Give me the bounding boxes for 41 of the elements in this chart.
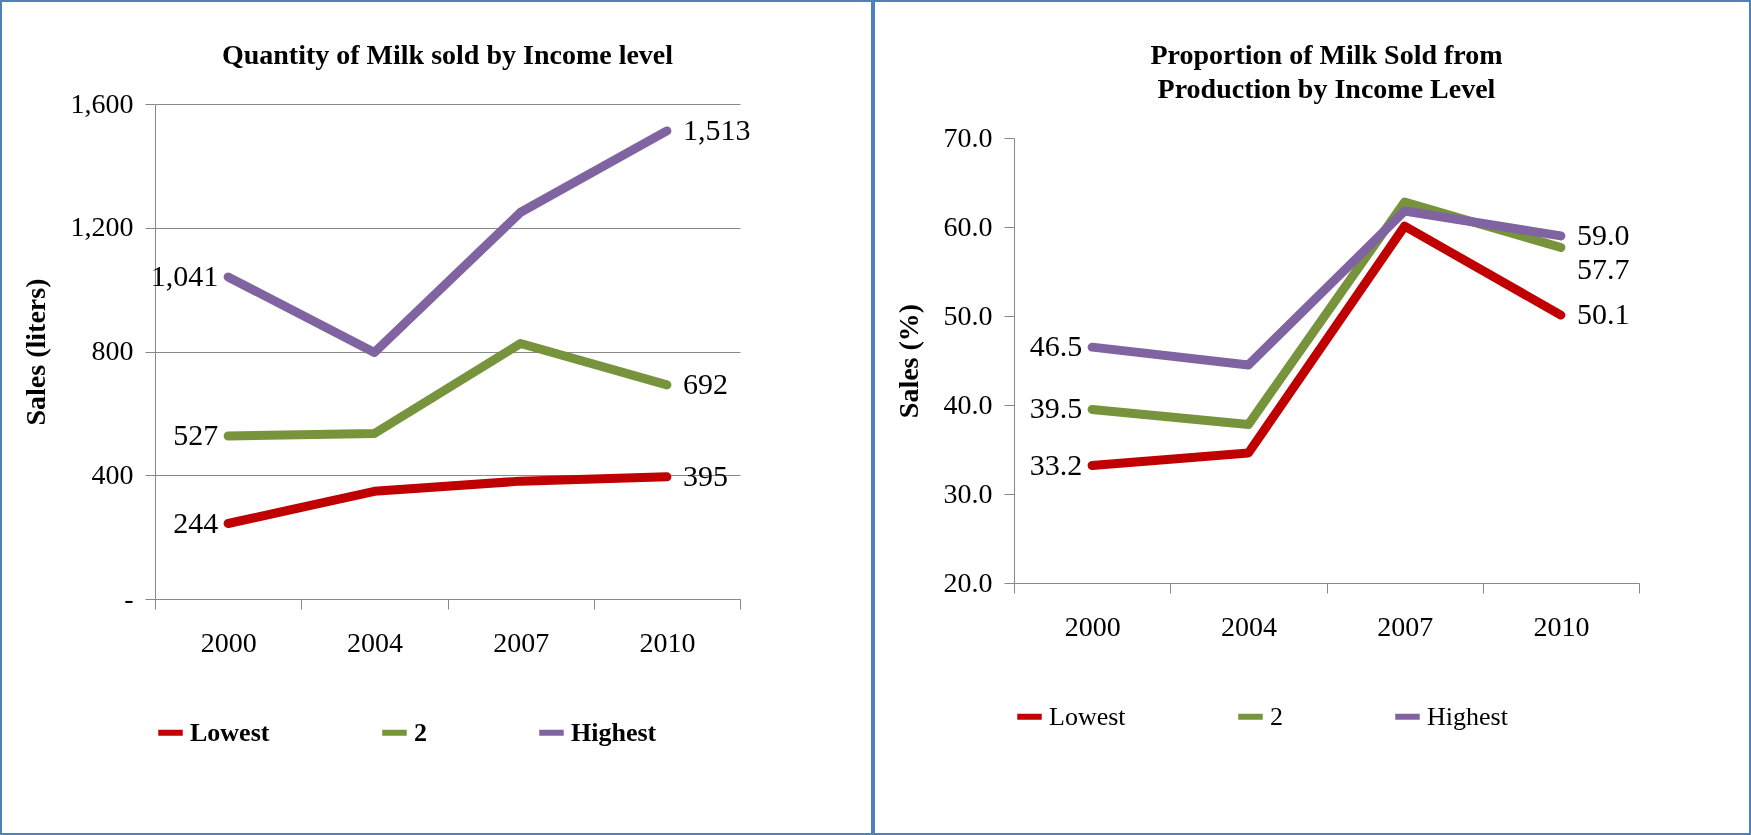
data-label: 39.5 (1029, 391, 1083, 425)
chart-title: Quantity of Milk sold by Income level (221, 39, 674, 70)
legend-label: Lowest (190, 717, 270, 747)
x-tick-label: 2000 (200, 626, 257, 658)
y-tick-label: 800 (91, 335, 134, 366)
y-tick-label: 60.0 (943, 210, 993, 242)
y-tick-label: 70.0 (943, 121, 993, 153)
x-tick-label: 2007 (1377, 610, 1434, 642)
x-tick-label: 2004 (1220, 610, 1277, 642)
legend-label: 2 (414, 717, 427, 747)
x-tick-label: 2010 (639, 626, 696, 658)
x-tick-label: 2004 (346, 626, 403, 658)
data-label: 46.5 (1029, 329, 1083, 363)
legend-label: Highest (1427, 701, 1509, 731)
y-tick-label: 50.0 (943, 299, 993, 331)
data-label: 527 (173, 417, 219, 451)
y-tick-label: 1,200 (70, 211, 134, 243)
y-tick-label: 20.0 (943, 566, 993, 598)
y-tick-label: 400 (91, 458, 134, 490)
data-label: 692 (682, 366, 728, 400)
y-tick-label: 1,600 (70, 87, 134, 119)
chart-title: Proportion of Milk Sold from Production by Income Level (1150, 39, 1503, 104)
y-tick-label: - (124, 582, 134, 614)
x-tick-label: 2000 (1064, 610, 1121, 642)
legend-label: Lowest (1049, 701, 1127, 731)
data-label: 33.2 (1029, 447, 1083, 481)
y-tick-label: 40.0 (943, 388, 993, 420)
y-axis-title: Sales (%) (892, 303, 924, 419)
data-label: 50.1 (1576, 297, 1630, 331)
data-label: 1,513 (682, 112, 751, 146)
x-tick-label: 2010 (1533, 610, 1590, 642)
data-label: 57.7 (1576, 251, 1630, 285)
legend-label: Highest (571, 717, 657, 747)
data-label: 59.0 (1576, 217, 1630, 251)
data-label: 244 (173, 505, 219, 539)
y-tick-label: 30.0 (943, 477, 993, 509)
legend-label: 2 (1270, 701, 1283, 731)
x-tick-label: 2007 (493, 626, 550, 658)
data-label: 1,041 (150, 258, 219, 292)
data-label: 395 (682, 458, 728, 492)
y-axis-title: Sales (liters) (19, 278, 51, 426)
